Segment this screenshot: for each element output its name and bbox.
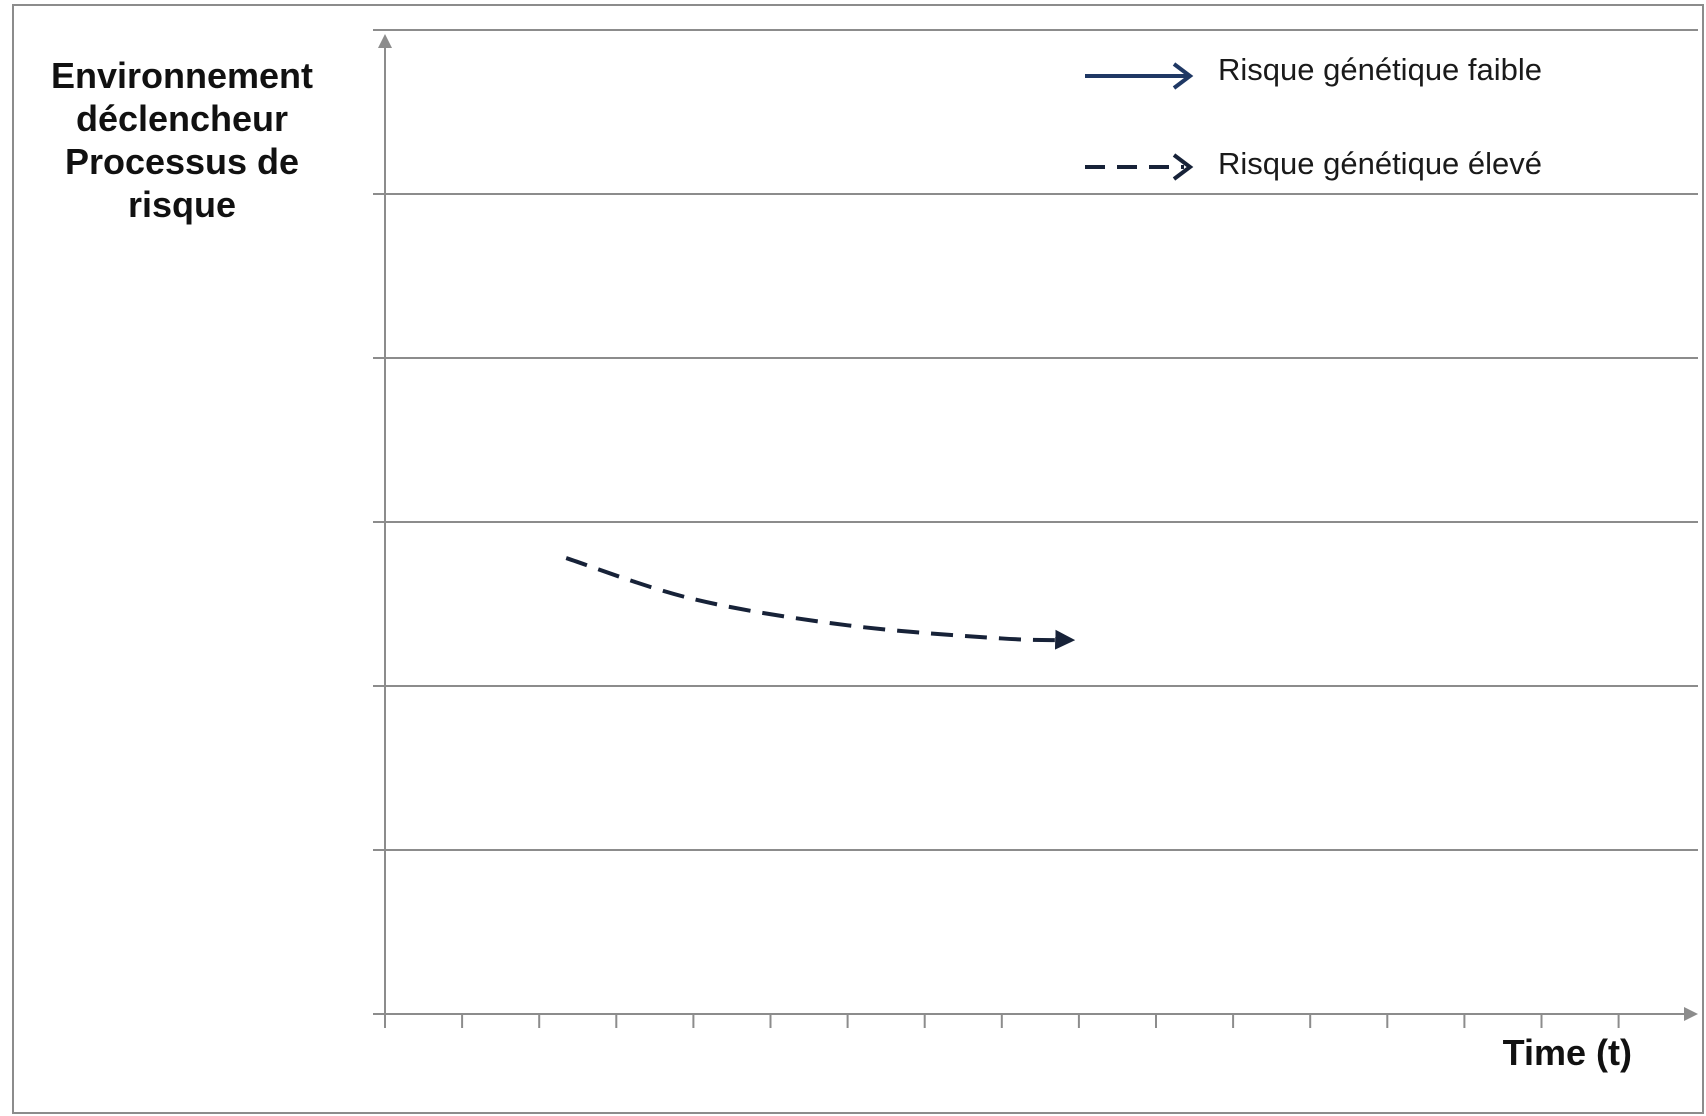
legend-label-high-risk: Risque génétique élevé	[1218, 146, 1543, 181]
x-axis-arrowhead	[1684, 1007, 1698, 1021]
legend-label-low-risk: Risque génétique faible	[1218, 52, 1543, 87]
y-axis-label-line: Environnement	[50, 55, 314, 96]
y-axis-label-line: Processus de	[64, 141, 300, 182]
gridlines	[385, 29, 1698, 851]
legend-symbol-solid-arrowhead	[1172, 62, 1194, 90]
y-axis-label: Environnement déclencheur Processus de r…	[22, 54, 342, 226]
axes	[373, 29, 1698, 1028]
legend-symbols	[1085, 62, 1194, 181]
y-axis-label-line: déclencheur	[75, 98, 289, 139]
y-axis-arrowhead	[378, 34, 392, 48]
chart-frame	[12, 4, 1704, 1114]
y-axis-label-line: risque	[127, 184, 237, 225]
legend-symbol-dashed-arrowhead	[1172, 153, 1194, 181]
series-line-high-risk	[565, 556, 1076, 650]
series-layer	[565, 556, 1076, 650]
x-axis-label: Time (t)	[1502, 1032, 1632, 1073]
